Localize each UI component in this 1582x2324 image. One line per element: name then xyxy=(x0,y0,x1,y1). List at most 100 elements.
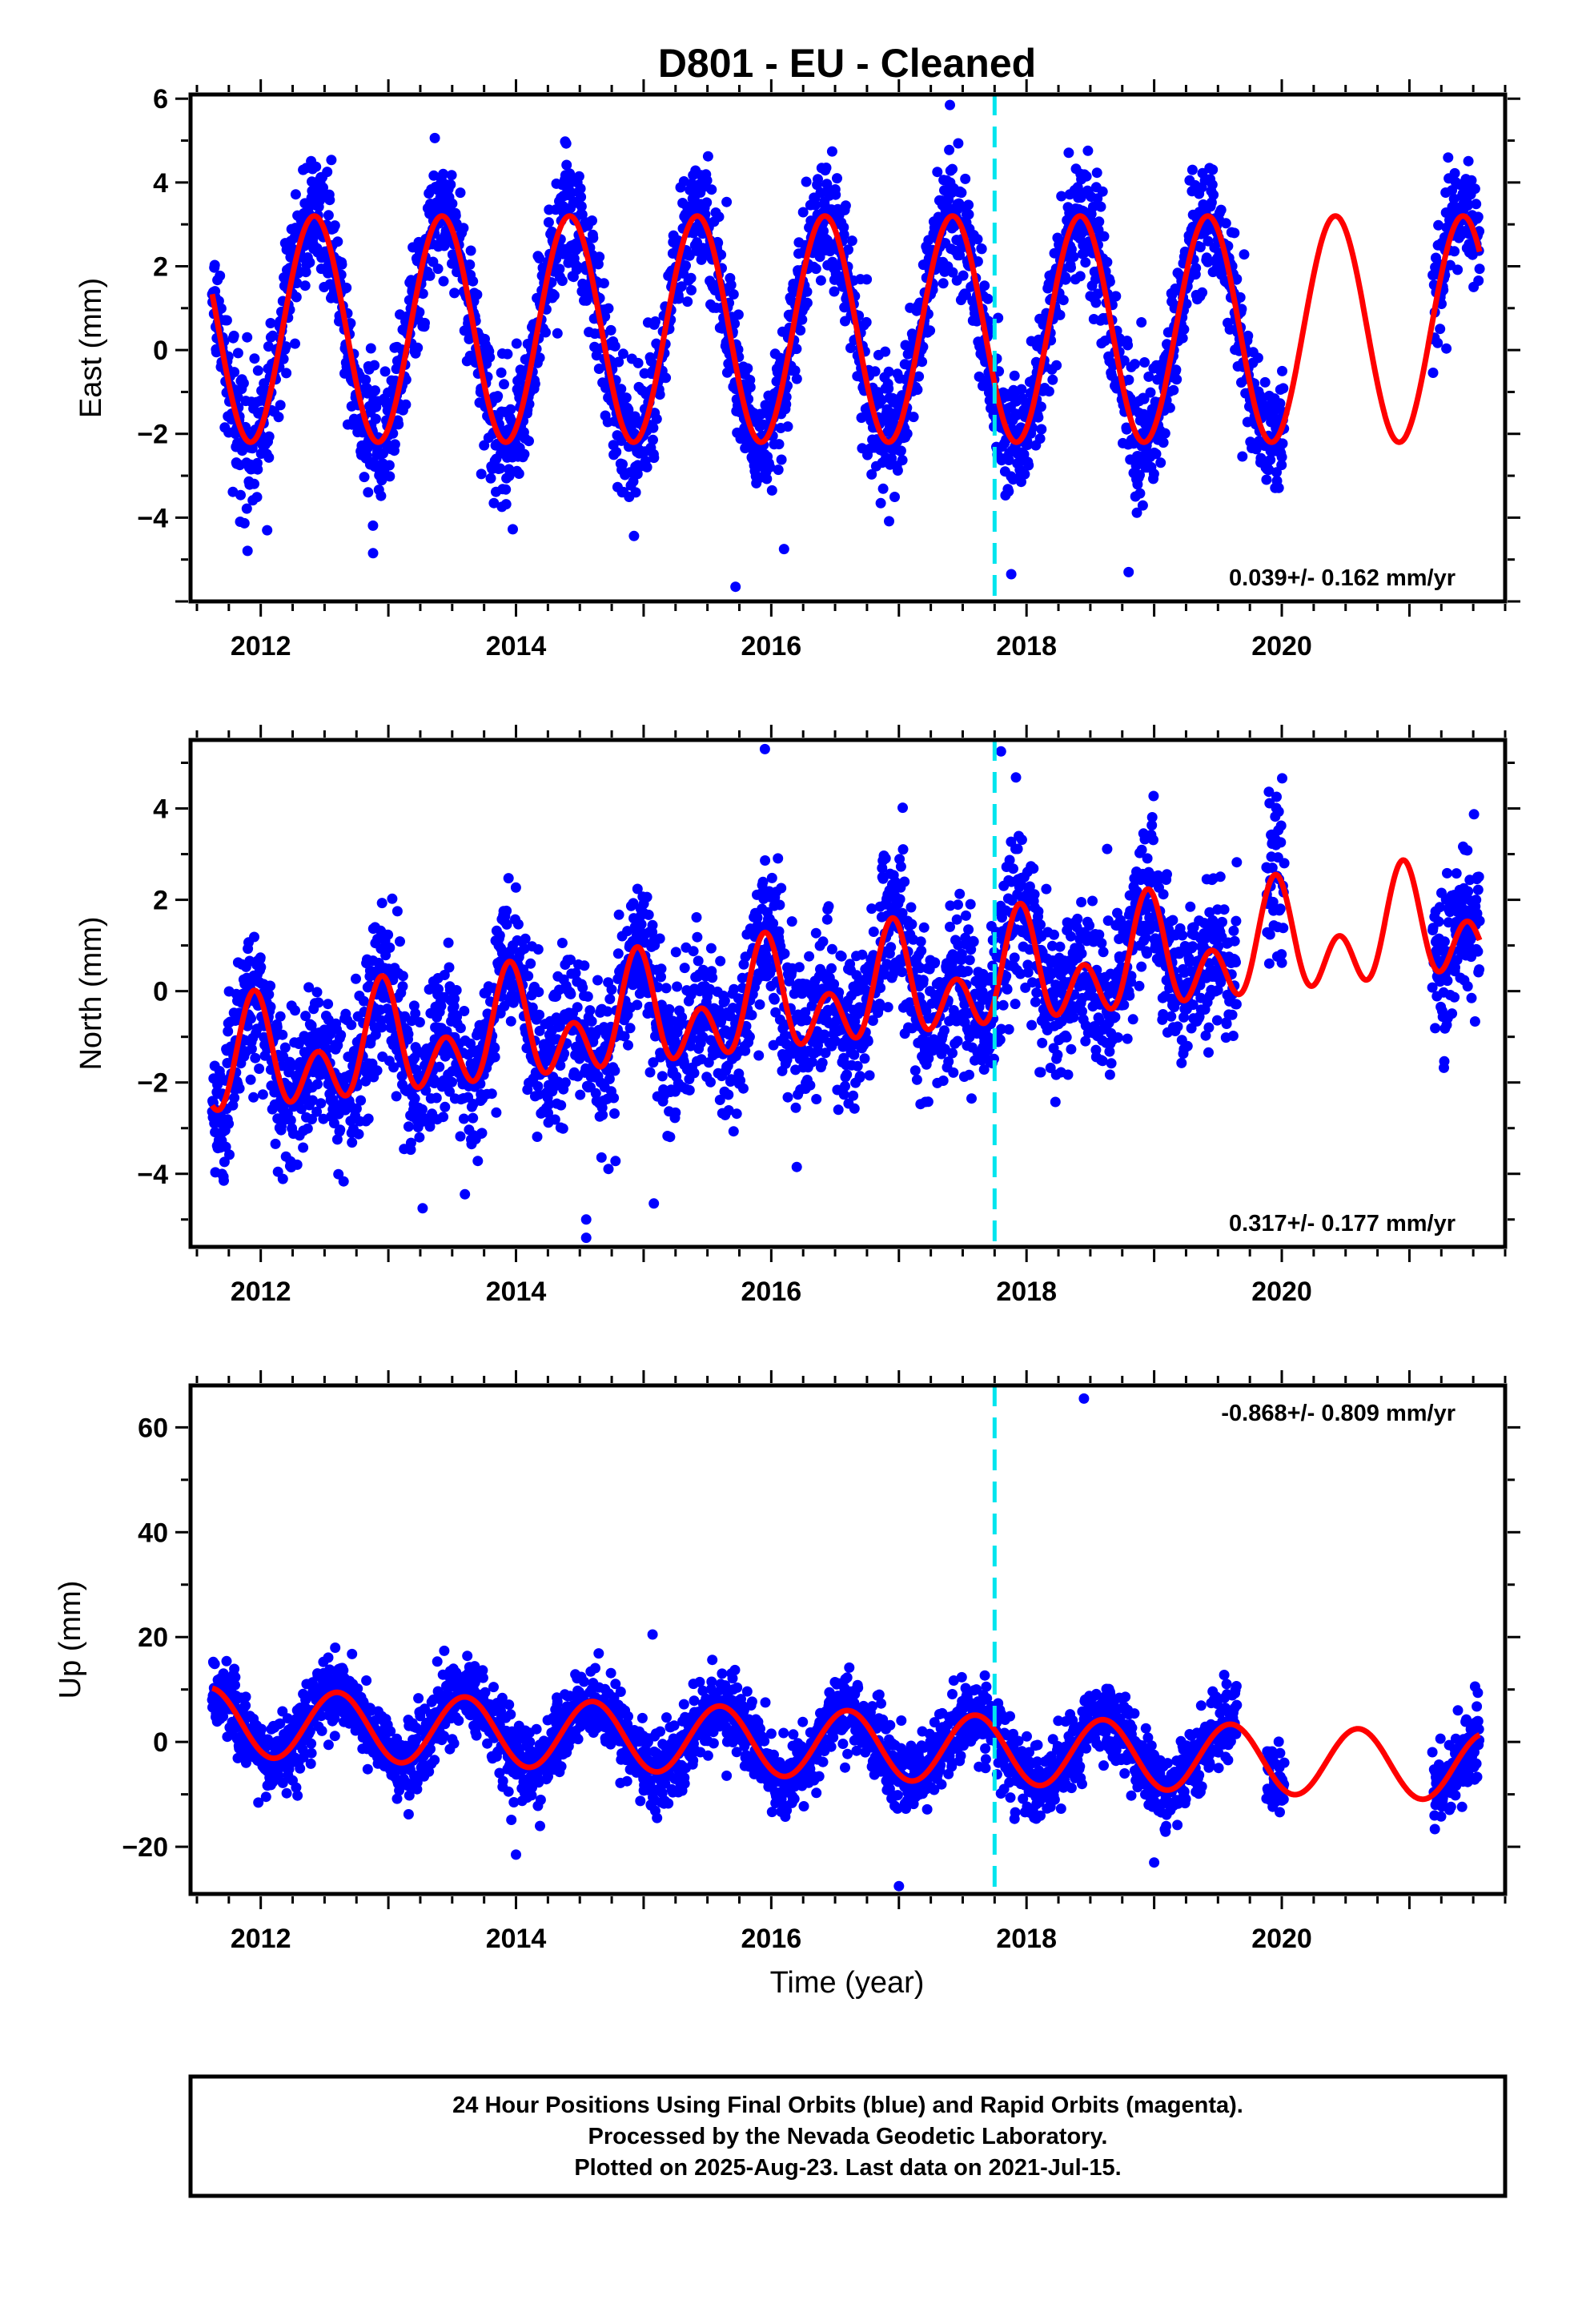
data-point xyxy=(648,452,660,464)
data-point xyxy=(846,235,857,247)
data-point xyxy=(534,1025,545,1036)
data-point xyxy=(679,963,690,974)
data-point xyxy=(332,236,343,247)
x-tick-label: 2014 xyxy=(486,631,547,661)
data-point xyxy=(229,1092,240,1104)
data-point xyxy=(524,399,535,410)
data-point xyxy=(572,1002,583,1013)
data-point xyxy=(701,197,713,208)
data-point xyxy=(403,1028,414,1039)
data-point xyxy=(267,330,279,341)
data-point xyxy=(455,1131,466,1142)
data-point xyxy=(905,902,917,913)
data-point xyxy=(908,412,919,423)
data-point xyxy=(219,1175,229,1186)
data-point xyxy=(605,324,616,336)
data-point xyxy=(412,342,424,353)
data-point xyxy=(459,1006,470,1016)
data-point xyxy=(1097,186,1108,197)
y-tick-label: 4 xyxy=(153,168,168,199)
data-point xyxy=(670,1107,681,1118)
data-point xyxy=(761,473,773,485)
data-point xyxy=(221,315,232,326)
data-point xyxy=(312,1079,323,1090)
data-point xyxy=(302,1123,313,1134)
data-point xyxy=(523,971,534,982)
data-point xyxy=(1207,164,1219,175)
data-point xyxy=(500,499,512,510)
data-point xyxy=(228,330,239,341)
data-point xyxy=(393,419,404,430)
data-point xyxy=(570,967,581,979)
data-point xyxy=(504,470,515,481)
data-point xyxy=(369,360,380,371)
data-point xyxy=(384,942,396,953)
data-point xyxy=(685,272,697,283)
data-point xyxy=(961,289,971,300)
data-point xyxy=(1276,452,1287,463)
data-point xyxy=(370,385,380,396)
data-point xyxy=(731,1108,742,1120)
data-point xyxy=(876,395,887,406)
data-point xyxy=(486,1088,497,1100)
data-point xyxy=(280,272,291,283)
data-point xyxy=(721,196,733,207)
data-point xyxy=(705,1076,716,1088)
plot-area xyxy=(207,740,1485,1247)
data-point xyxy=(901,428,913,440)
data-point xyxy=(546,226,557,237)
data-point xyxy=(460,1188,471,1200)
data-point xyxy=(1220,218,1231,229)
data-point xyxy=(1087,201,1098,212)
data-point xyxy=(1066,262,1076,273)
data-point xyxy=(501,919,512,930)
data-point xyxy=(1231,273,1243,284)
data-point xyxy=(715,955,726,967)
data-point xyxy=(501,905,512,916)
data-point xyxy=(524,436,534,447)
data-point xyxy=(338,1176,349,1187)
data-point xyxy=(1168,384,1179,396)
data-point xyxy=(811,1094,822,1104)
data-point xyxy=(821,914,833,925)
data-point xyxy=(612,948,624,959)
data-point xyxy=(290,338,300,349)
data-point xyxy=(360,374,371,385)
data-point xyxy=(275,400,286,411)
data-point xyxy=(916,945,927,956)
data-point xyxy=(489,1051,500,1063)
data-point xyxy=(817,1057,828,1068)
data-point xyxy=(290,1005,300,1016)
data-point xyxy=(1123,374,1134,385)
data-point xyxy=(1466,175,1477,186)
data-point xyxy=(609,1065,620,1076)
data-point xyxy=(651,413,662,424)
data-point xyxy=(246,1043,257,1055)
data-point xyxy=(892,465,903,476)
data-point xyxy=(417,1203,428,1214)
data-point xyxy=(753,1050,765,1061)
data-point xyxy=(431,1092,442,1104)
data-point xyxy=(209,259,220,271)
data-point xyxy=(1090,297,1102,308)
data-point xyxy=(341,282,352,293)
data-point xyxy=(557,1123,568,1134)
data-point xyxy=(636,919,647,930)
data-point xyxy=(776,454,787,465)
data-point xyxy=(620,392,632,404)
data-point xyxy=(433,983,444,995)
data-point xyxy=(1129,359,1140,370)
data-point xyxy=(613,356,624,368)
data-point xyxy=(472,289,483,300)
data-point xyxy=(1433,219,1444,231)
data-point xyxy=(801,297,813,308)
data-point xyxy=(773,464,784,476)
data-point xyxy=(458,223,469,234)
data-point xyxy=(1449,246,1460,257)
data-point xyxy=(864,1070,875,1081)
data-point xyxy=(263,452,275,463)
data-point xyxy=(384,471,396,482)
data-point xyxy=(503,873,514,884)
data-point xyxy=(654,389,665,400)
